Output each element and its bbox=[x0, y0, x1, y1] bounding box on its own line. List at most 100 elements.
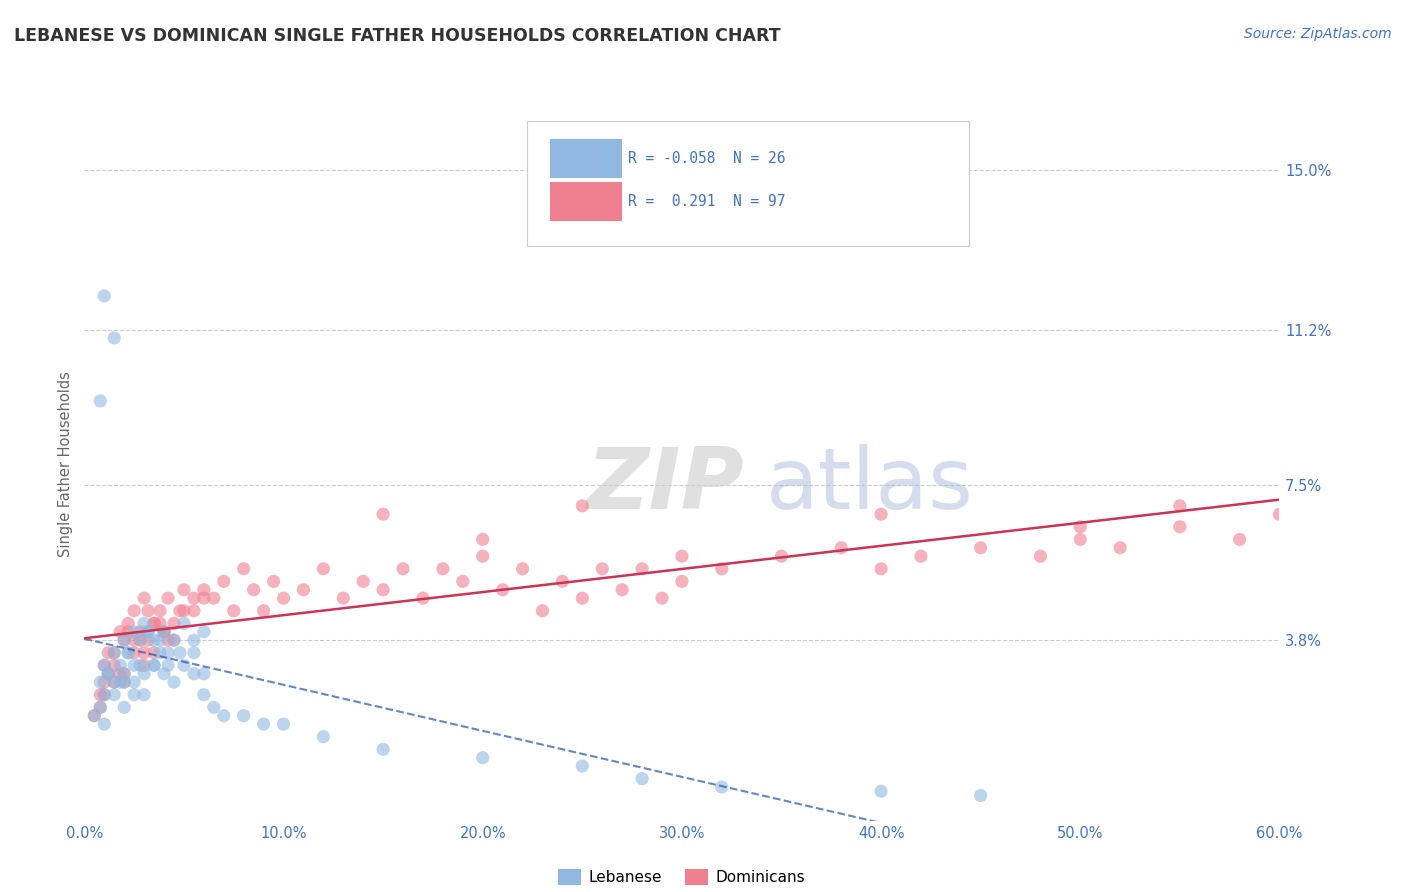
Point bbox=[89, 393, 111, 408]
Point bbox=[1168, 499, 1191, 513]
Text: R = -0.058  N = 26: R = -0.058 N = 26 bbox=[628, 151, 786, 166]
Point bbox=[312, 730, 335, 744]
Point bbox=[143, 616, 166, 631]
Point bbox=[132, 591, 156, 606]
Point bbox=[157, 658, 180, 673]
Point bbox=[143, 616, 166, 631]
Point bbox=[103, 331, 125, 345]
Point bbox=[163, 633, 186, 648]
Point bbox=[83, 708, 105, 723]
Point bbox=[371, 582, 394, 597]
Point bbox=[412, 591, 434, 606]
Point bbox=[870, 784, 893, 798]
Point bbox=[212, 574, 235, 589]
Point bbox=[512, 562, 534, 576]
Point bbox=[112, 675, 135, 690]
Point bbox=[93, 658, 115, 673]
FancyBboxPatch shape bbox=[550, 182, 621, 221]
Point bbox=[631, 562, 654, 576]
Point bbox=[193, 591, 215, 606]
Point bbox=[143, 658, 166, 673]
Point bbox=[122, 633, 145, 648]
Point bbox=[153, 624, 176, 639]
Point bbox=[193, 666, 215, 681]
Point bbox=[157, 633, 180, 648]
Point bbox=[671, 574, 693, 589]
Point bbox=[157, 591, 180, 606]
Point bbox=[103, 675, 125, 690]
Point bbox=[870, 507, 893, 521]
Point bbox=[112, 633, 135, 648]
Point bbox=[631, 772, 654, 786]
Text: ZIP: ZIP bbox=[586, 443, 744, 527]
Point bbox=[149, 616, 172, 631]
Point bbox=[83, 708, 105, 723]
Point bbox=[112, 666, 135, 681]
Point bbox=[149, 604, 172, 618]
Point bbox=[263, 574, 285, 589]
Point bbox=[1168, 520, 1191, 534]
Point bbox=[97, 666, 120, 681]
Point bbox=[169, 646, 191, 660]
Point bbox=[471, 750, 494, 764]
Point bbox=[1229, 533, 1251, 547]
Point bbox=[163, 616, 186, 631]
Point bbox=[110, 658, 132, 673]
Point bbox=[371, 507, 394, 521]
Point bbox=[591, 562, 613, 576]
Text: Source: ZipAtlas.com: Source: ZipAtlas.com bbox=[1244, 27, 1392, 41]
Point bbox=[143, 633, 166, 648]
Y-axis label: Single Father Households: Single Father Households bbox=[58, 371, 73, 557]
Point bbox=[571, 499, 593, 513]
Point bbox=[157, 646, 180, 660]
Point bbox=[910, 549, 932, 564]
Point bbox=[222, 604, 245, 618]
Point bbox=[352, 574, 374, 589]
Point bbox=[183, 646, 205, 660]
Point bbox=[242, 582, 264, 597]
Point bbox=[571, 759, 593, 773]
Point bbox=[183, 591, 205, 606]
Point bbox=[136, 624, 159, 639]
Point bbox=[153, 666, 176, 681]
Point bbox=[93, 717, 115, 731]
Point bbox=[129, 633, 152, 648]
Point bbox=[312, 562, 335, 576]
Point bbox=[432, 562, 454, 576]
Legend: Lebanese, Dominicans: Lebanese, Dominicans bbox=[553, 863, 811, 891]
Point bbox=[143, 658, 166, 673]
Point bbox=[710, 780, 733, 794]
Point bbox=[531, 604, 554, 618]
Point bbox=[93, 688, 115, 702]
Point bbox=[870, 562, 893, 576]
Point bbox=[136, 624, 159, 639]
Point bbox=[112, 675, 135, 690]
Text: LEBANESE VS DOMINICAN SINGLE FATHER HOUSEHOLDS CORRELATION CHART: LEBANESE VS DOMINICAN SINGLE FATHER HOUS… bbox=[14, 27, 780, 45]
Point bbox=[122, 646, 145, 660]
Point bbox=[202, 591, 225, 606]
Point bbox=[103, 658, 125, 673]
Point bbox=[93, 675, 115, 690]
Point bbox=[571, 591, 593, 606]
Point bbox=[122, 604, 145, 618]
Point bbox=[153, 624, 176, 639]
Point bbox=[129, 624, 152, 639]
Point bbox=[193, 688, 215, 702]
Point bbox=[253, 604, 276, 618]
Point bbox=[970, 541, 993, 555]
Point bbox=[253, 717, 276, 731]
Point bbox=[173, 604, 195, 618]
Point bbox=[169, 604, 191, 618]
Point bbox=[651, 591, 673, 606]
Point bbox=[117, 646, 139, 660]
Point bbox=[163, 675, 186, 690]
Point bbox=[710, 562, 733, 576]
FancyBboxPatch shape bbox=[526, 121, 969, 246]
Point bbox=[1069, 533, 1091, 547]
Point bbox=[103, 646, 125, 660]
Point bbox=[371, 742, 394, 756]
Point bbox=[103, 688, 125, 702]
Point bbox=[136, 633, 159, 648]
Point bbox=[149, 633, 172, 648]
Point bbox=[183, 666, 205, 681]
